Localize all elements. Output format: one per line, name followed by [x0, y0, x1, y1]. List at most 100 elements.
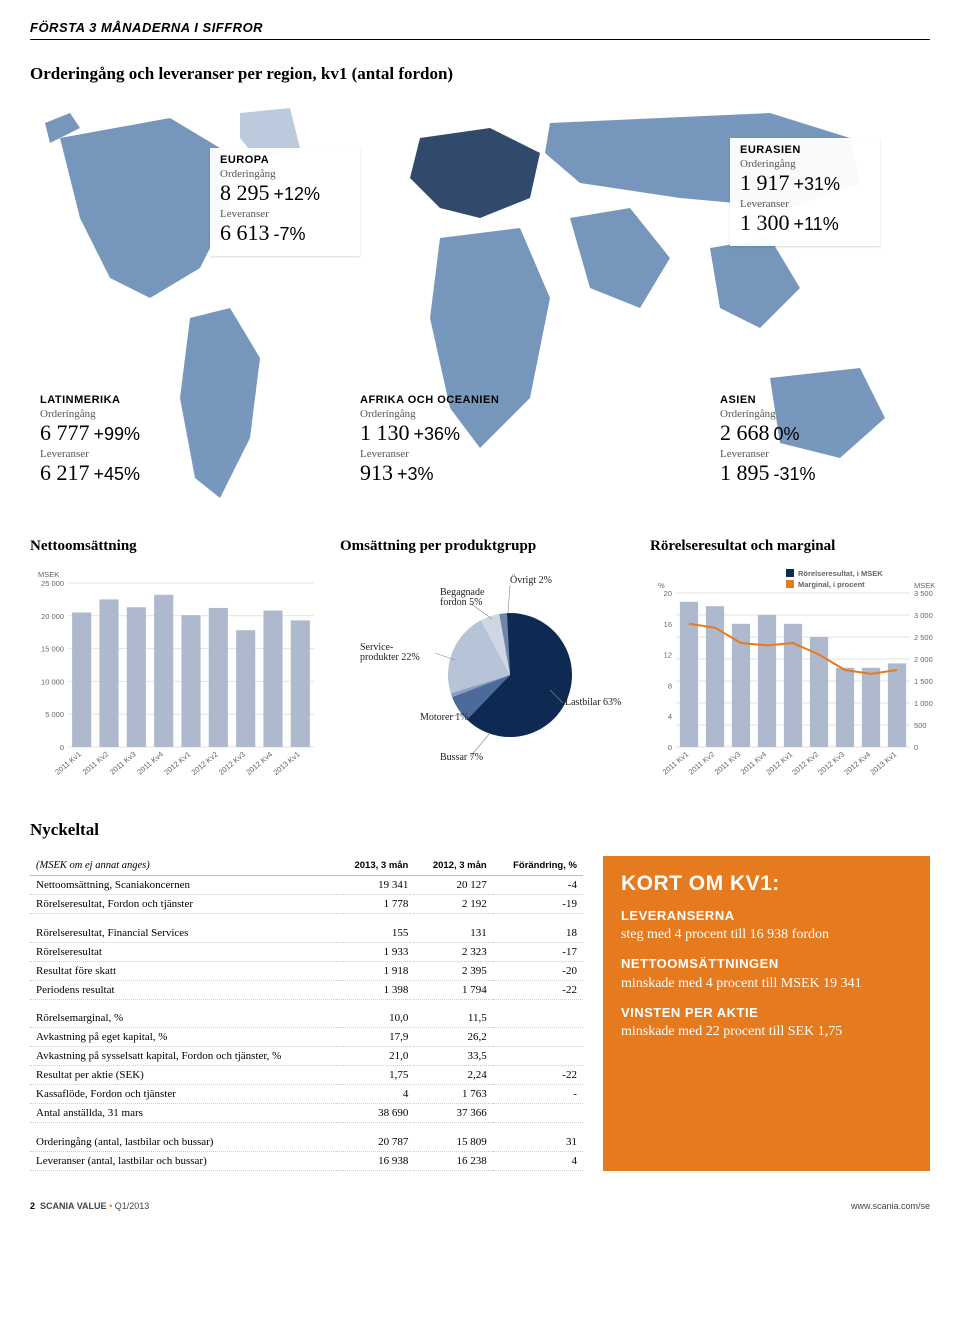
svg-text:2012 Kv1: 2012 Kv1: [162, 750, 192, 777]
kort-lead: VINSTEN PER AKTIE: [621, 1005, 758, 1020]
orders-pct: +36%: [414, 424, 461, 445]
deliv-pct: +11%: [794, 214, 839, 235]
deliv-pct: -7%: [274, 224, 306, 245]
table-row: Leveranser (antal, lastbilar och bussar)…: [30, 1151, 583, 1170]
region-asien: ASIENOrderingång2 6680%Leveranser1 895-3…: [710, 388, 860, 496]
cell-c1: 1 778: [336, 895, 414, 914]
deliv-value: 6 217: [40, 460, 90, 486]
svg-text:2012 Kv3: 2012 Kv3: [217, 750, 247, 777]
pie-title: Omsättning per produktgrupp: [340, 538, 630, 555]
svg-text:Motorer 1%: Motorer 1%: [420, 712, 469, 723]
svg-text:2012 Kv4: 2012 Kv4: [842, 750, 872, 777]
cell-c2: 2 323: [414, 942, 492, 961]
region-name: ASIEN: [720, 394, 850, 406]
netto-chart: Nettoomsättning 05 00010 00015 00020 000…: [30, 538, 320, 790]
cell-c2: 11,5: [414, 1009, 492, 1028]
row-label: Resultat per aktie (SEK): [30, 1066, 336, 1085]
cell-c2: 1 763: [414, 1085, 492, 1104]
row-label: Rörelseresultat: [30, 942, 336, 961]
kort-body: minskade med 22 procent till SEK 1,75: [621, 1024, 842, 1039]
orders-label: Orderingång: [740, 158, 870, 170]
svg-text:2011 Kv4: 2011 Kv4: [135, 750, 165, 777]
netto-title: Nettoomsättning: [30, 538, 320, 555]
kort-om-box: KORT OM KV1: LEVERANSERNAsteg med 4 proc…: [603, 856, 930, 1171]
pub-name: SCANIA VALUE: [40, 1201, 107, 1211]
page-header: FÖRSTA 3 MÅNADERNA I SIFFROR: [30, 20, 930, 40]
kort-item: NETTOOMSÄTTNINGEN minskade med 4 procent …: [621, 956, 912, 992]
cell-c3: 4: [493, 1151, 583, 1170]
svg-text:4: 4: [668, 712, 672, 721]
cell-c3: -19: [493, 895, 583, 914]
cell-c3: -4: [493, 876, 583, 895]
orders-value: 2 668: [720, 420, 770, 446]
svg-text:Lastbilar 63%: Lastbilar 63%: [565, 697, 621, 708]
orders-label: Orderingång: [360, 408, 499, 420]
marginal-chart: Rörelseresultat och marginal Rörelseresu…: [650, 538, 940, 790]
orders-value: 6 777: [40, 420, 90, 446]
row-label: Antal anställda, 31 mars: [30, 1104, 336, 1123]
cell-c2: 20 127: [414, 876, 492, 895]
world-map: EUROPAOrderingång8 295+12%Leveranser6 61…: [30, 98, 930, 528]
svg-text:Rörelseresultat, i MSEK: Rörelseresultat, i MSEK: [798, 569, 883, 578]
table-row: Resultat före skatt1 9182 395-20: [30, 961, 583, 980]
svg-text:2013 Kv1: 2013 Kv1: [272, 750, 302, 777]
deliv-label: Leveranser: [740, 198, 870, 210]
row-label: Nettoomsättning, Scaniakoncernen: [30, 876, 336, 895]
svg-text:3 000: 3 000: [914, 611, 933, 620]
table-row: Resultat per aktie (SEK)1,752,24-22: [30, 1066, 583, 1085]
orders-pct: 0%: [774, 424, 800, 445]
svg-text:15 000: 15 000: [41, 645, 64, 654]
cell-c2: 1 794: [414, 980, 492, 999]
table-row: Nettoomsättning, Scaniakoncernen19 34120…: [30, 876, 583, 895]
svg-text:2011 Kv2: 2011 Kv2: [81, 750, 111, 777]
table-row: Kassaflöde, Fordon och tjänster41 763-: [30, 1085, 583, 1104]
table-row: Rörelsemarginal, %10,011,5: [30, 1009, 583, 1028]
deliv-label: Leveranser: [220, 208, 350, 220]
orders-value: 1 130: [360, 420, 410, 446]
kort-title: KORT OM KV1:: [621, 872, 912, 896]
cell-c2: 15 809: [414, 1133, 492, 1152]
region-name: EURASIEN: [740, 144, 870, 156]
cell-c2: 37 366: [414, 1104, 492, 1123]
row-label: Resultat före skatt: [30, 961, 336, 980]
col-1: 2013, 3 mån: [336, 856, 414, 876]
kort-body: minskade med 4 procent till MSEK 19 341: [621, 976, 862, 991]
chart-row: Nettoomsättning 05 00010 00015 00020 000…: [30, 538, 930, 790]
deliv-value: 1 300: [740, 210, 790, 236]
region-name: AFRIKA OCH OCEANIEN: [360, 394, 499, 406]
svg-text:2012 Kv1: 2012 Kv1: [764, 750, 794, 777]
orders-pct: +99%: [94, 424, 141, 445]
page-footer: 2 SCANIA VALUE • Q1/2013 www.scania.com/…: [30, 1201, 930, 1211]
svg-text:fordon 5%: fordon 5%: [440, 597, 483, 608]
cell-c3: -22: [493, 1066, 583, 1085]
cell-c1: 17,9: [336, 1028, 414, 1047]
cell-c2: 33,5: [414, 1047, 492, 1066]
row-label: Leveranser (antal, lastbilar och bussar): [30, 1151, 336, 1170]
svg-text:0: 0: [668, 743, 672, 752]
kort-lead: NETTOOMSÄTTNINGEN: [621, 956, 779, 971]
deliv-label: Leveranser: [360, 448, 499, 460]
cell-c3: 18: [493, 924, 583, 943]
cell-c2: 16 238: [414, 1151, 492, 1170]
svg-text:2011 Kv1: 2011 Kv1: [53, 750, 83, 777]
svg-text:10 000: 10 000: [41, 677, 64, 686]
svg-text:500: 500: [914, 721, 927, 730]
deliv-label: Leveranser: [40, 448, 170, 460]
svg-text:Marginal, i procent: Marginal, i procent: [798, 580, 865, 589]
svg-text:2011 Kv2: 2011 Kv2: [687, 750, 717, 777]
page-number: 2: [30, 1201, 35, 1211]
deliv-value: 913: [360, 460, 393, 486]
table-row: Antal anställda, 31 mars38 69037 366: [30, 1104, 583, 1123]
cell-c1: 1 933: [336, 942, 414, 961]
col-2: 2012, 3 mån: [414, 856, 492, 876]
col-3: Förändring, %: [493, 856, 583, 876]
region-afrika: AFRIKA OCH OCEANIEN Orderingång1 130+36% L…: [350, 388, 509, 496]
deliv-value: 1 895: [720, 460, 770, 486]
svg-text:produkter 22%: produkter 22%: [360, 652, 420, 663]
svg-text:20 000: 20 000: [41, 612, 64, 621]
svg-text:2012 Kv3: 2012 Kv3: [816, 750, 846, 777]
cell-c1: 20 787: [336, 1133, 414, 1152]
issue: Q1/2013: [115, 1201, 150, 1211]
row-label: Rörelseresultat, Financial Services: [30, 924, 336, 943]
orders-value: 1 917: [740, 170, 790, 196]
